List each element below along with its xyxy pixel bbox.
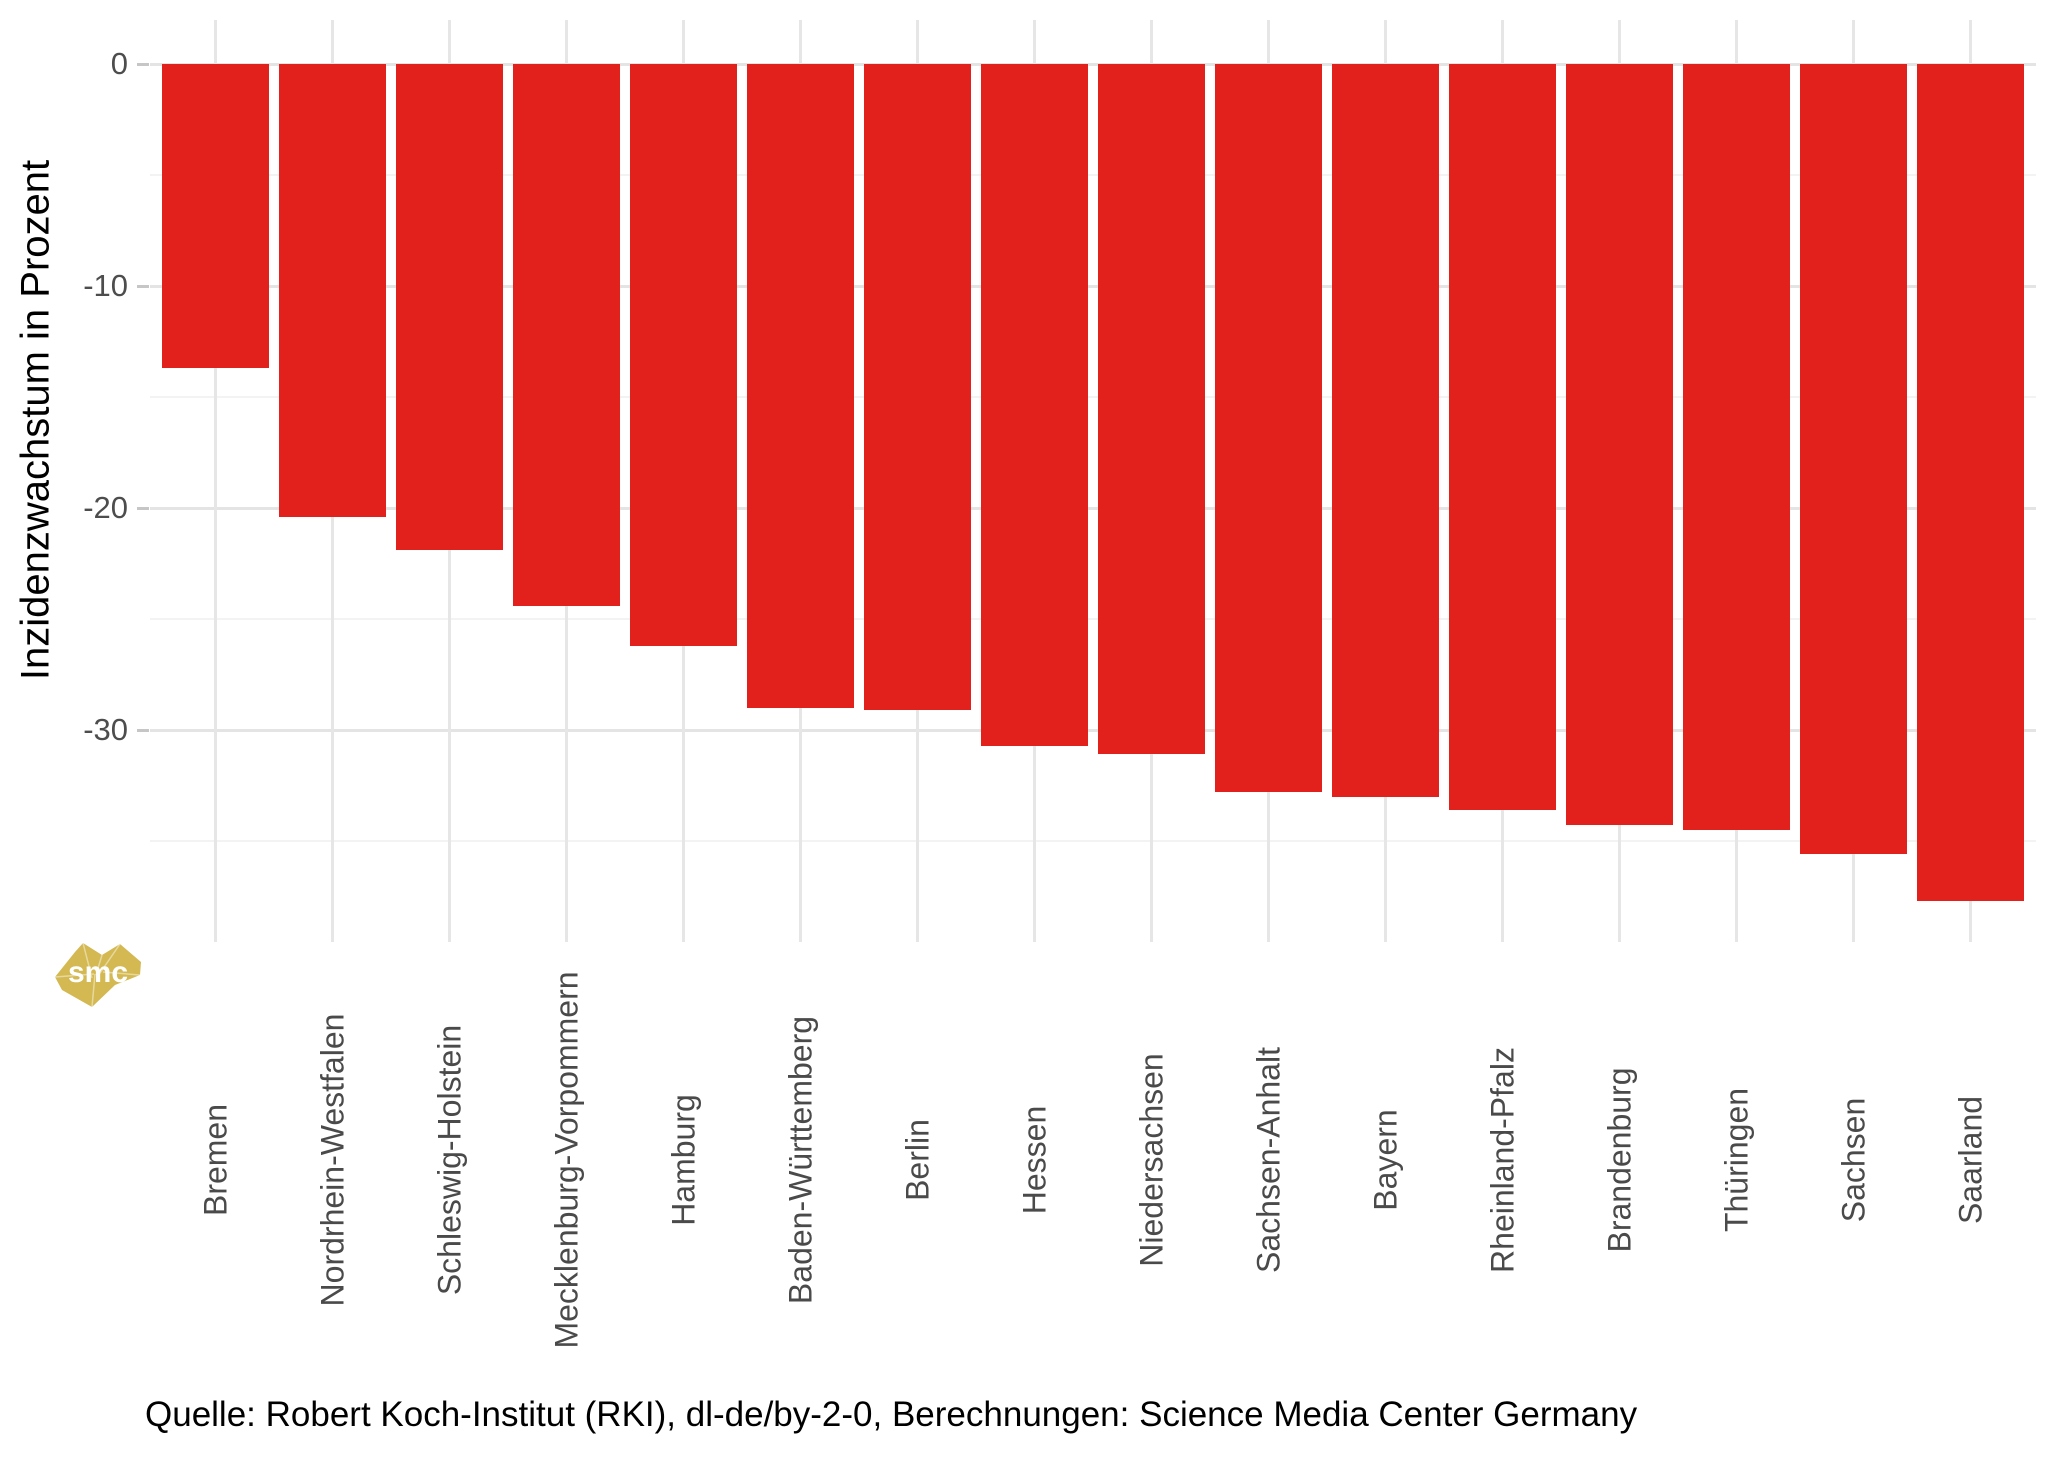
y-axis-tick-label: -30 (83, 712, 128, 747)
x-axis-label: Thüringen (1718, 1087, 1754, 1233)
x-axis-label: Mecklenburg-Vorpommern (548, 971, 584, 1349)
x-axis-label: Sachsen (1835, 1097, 1871, 1223)
bar-sachsen-anhalt (1215, 64, 1322, 792)
bar-nordrhein-westfalen (279, 64, 386, 517)
x-axis-label: Hessen (1016, 1105, 1052, 1215)
y-axis-tick-label: 0 (110, 46, 128, 81)
bar-hamburg (630, 64, 737, 646)
y-axis-tick-mark (137, 63, 149, 66)
bar-brandenburg (1566, 64, 1673, 825)
y-gridline-minor (150, 174, 2036, 176)
y-axis-tick-mark (137, 729, 149, 732)
bar-sachsen (1800, 64, 1907, 854)
y-axis-tick-label: -20 (83, 490, 128, 525)
x-axis-label: Rheinland-Pfalz (1484, 1047, 1520, 1273)
smc-logo-shape (55, 943, 141, 1007)
bar-bayern (1332, 64, 1439, 797)
y-axis-title: Inzidenzwachstum in Prozent (13, 159, 58, 681)
y-gridline-major (150, 285, 2036, 288)
y-axis-tick-mark (137, 285, 149, 288)
x-axis-label: Saarland (1952, 1095, 1988, 1225)
y-gridline-minor (150, 840, 2036, 842)
x-axis-label: Bremen (197, 1103, 233, 1217)
bar-th-ringen (1683, 64, 1790, 830)
y-gridline-minor (150, 396, 2036, 398)
x-axis-label: Brandenburg (1601, 1067, 1637, 1253)
bar-bremen (162, 64, 269, 368)
x-axis-label: Schleswig-Holstein (431, 1024, 467, 1296)
y-gridline-major (150, 63, 2036, 66)
smc-logo-text: smc (68, 956, 128, 989)
plot-panel (150, 20, 2036, 942)
x-axis-label: Berlin (899, 1119, 935, 1201)
bar-rheinland-pfalz (1449, 64, 1556, 810)
x-axis-label: Sachsen-Anhalt (1250, 1047, 1286, 1273)
bar-berlin (864, 64, 971, 710)
bar-saarland (1917, 64, 2024, 901)
bar-baden-w-rttemberg (747, 64, 854, 708)
bar-mecklenburg-vorpommern (513, 64, 620, 606)
x-axis-label: Hamburg (665, 1094, 701, 1226)
y-gridline-major (150, 729, 2036, 732)
x-axis-label: Nordrhein-Westfalen (314, 1013, 350, 1307)
y-gridline-major (150, 507, 2036, 510)
bar-niedersachsen (1098, 64, 1205, 754)
x-axis-label: Bayern (1367, 1109, 1403, 1211)
y-axis-tick-mark (137, 507, 149, 510)
y-axis-tick-label: -10 (83, 268, 128, 303)
bar-hessen (981, 64, 1088, 746)
x-gridline (214, 20, 217, 942)
bar-schleswig-holstein (396, 64, 503, 550)
smc-logo: smc (54, 942, 141, 1008)
source-caption: Quelle: Robert Koch-Institut (RKI), dl-d… (145, 1395, 1638, 1434)
x-axis-label: Niedersachsen (1133, 1053, 1169, 1267)
y-gridline-minor (150, 618, 2036, 620)
x-axis-label: Baden-Württemberg (782, 1015, 818, 1305)
